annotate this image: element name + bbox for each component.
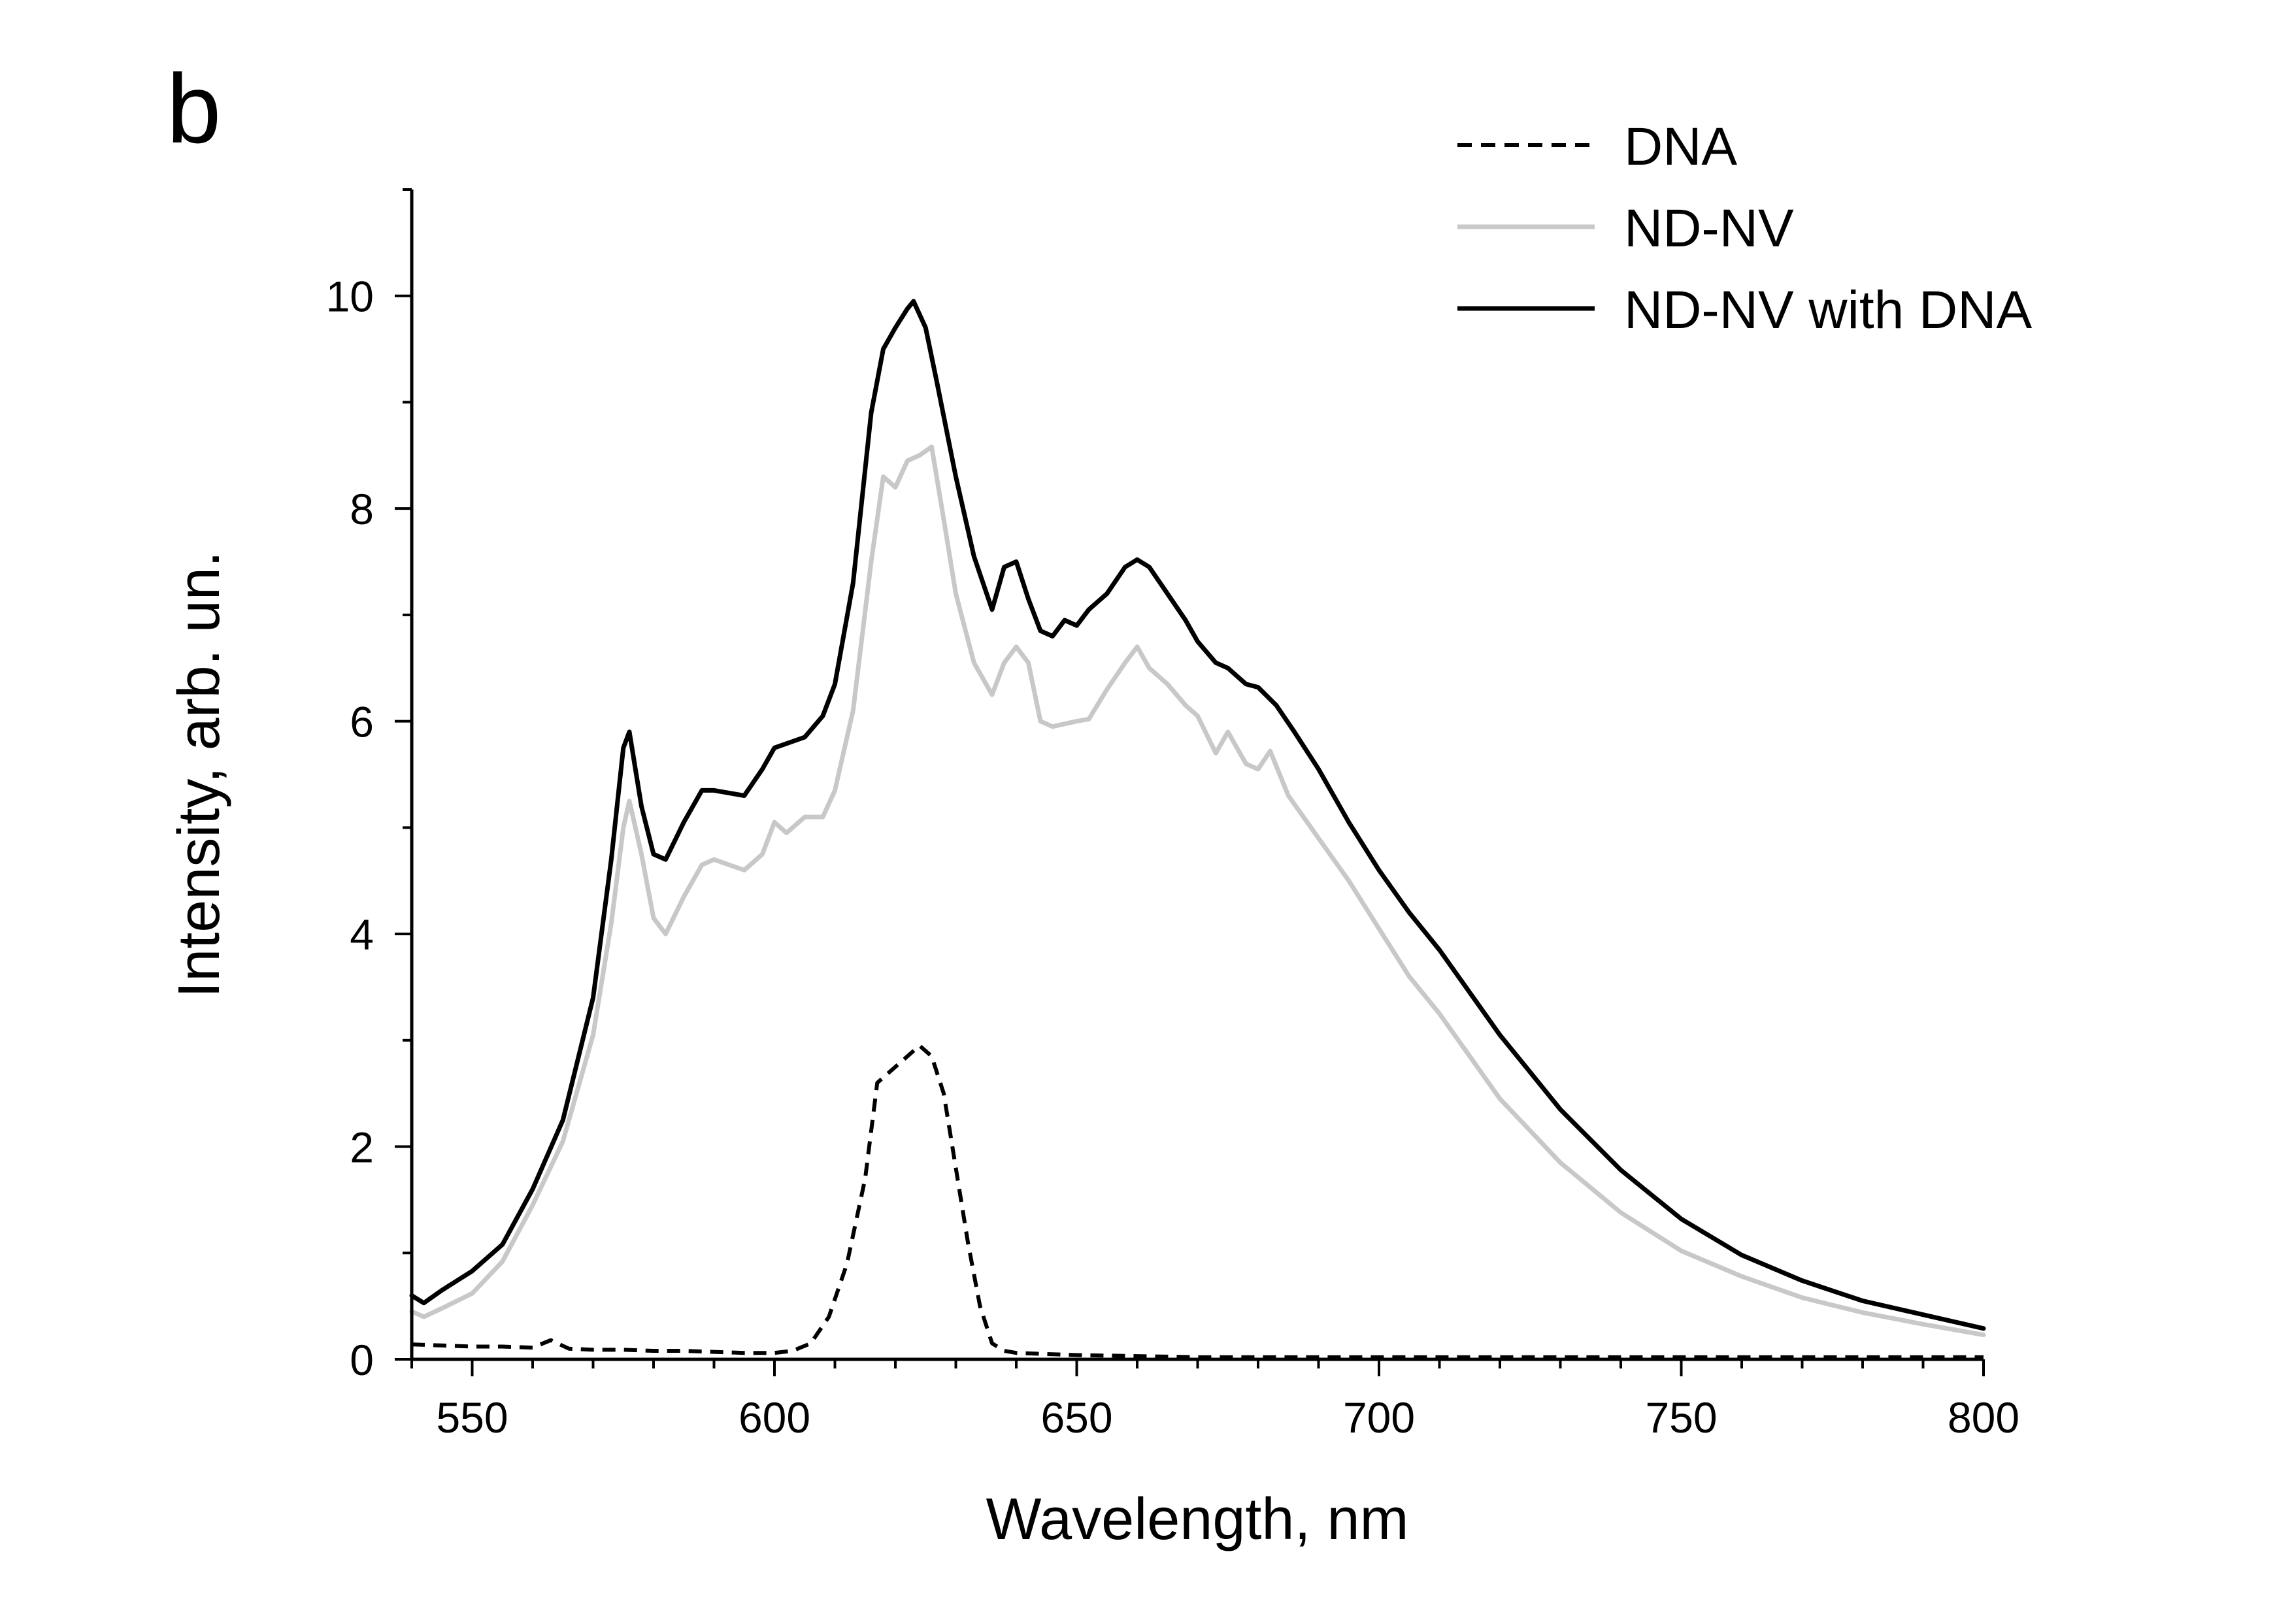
y-tick-label: 8 bbox=[350, 485, 374, 533]
x-tick-label: 650 bbox=[1040, 1393, 1112, 1442]
y-tick-label: 6 bbox=[350, 698, 374, 746]
x-tick-label: 750 bbox=[1645, 1393, 1717, 1442]
y-tick-label: 0 bbox=[350, 1336, 374, 1384]
legend: DNA ND-NV ND-NV with DNA bbox=[1457, 117, 2032, 340]
y-ticks: 0 2 4 6 8 10 bbox=[326, 188, 412, 1384]
y-axis-title: Intensity, arb. un. bbox=[167, 551, 232, 998]
legend-item-nd-nv-with-dna: ND-NV with DNA bbox=[1457, 280, 2032, 340]
y-tick-label: 4 bbox=[350, 910, 374, 959]
legend-item-nd-nv: ND-NV bbox=[1457, 199, 1794, 258]
x-tick-label: 700 bbox=[1343, 1393, 1415, 1442]
legend-label-dna: DNA bbox=[1624, 117, 1737, 176]
panel-label: b bbox=[167, 54, 221, 163]
plot-area bbox=[409, 299, 1986, 1359]
legend-item-dna: DNA bbox=[1457, 117, 1737, 176]
legend-label-nd-nv: ND-NV bbox=[1624, 199, 1794, 258]
axes bbox=[410, 190, 1984, 1361]
y-tick-label: 2 bbox=[350, 1123, 374, 1172]
x-tick-label: 550 bbox=[436, 1393, 508, 1442]
legend-label-nd-nv-with-dna: ND-NV with DNA bbox=[1624, 280, 2032, 340]
x-tick-label: 600 bbox=[739, 1393, 810, 1442]
x-ticks: 550 600 650 700 750 800 bbox=[410, 1359, 2019, 1442]
x-tick-label: 800 bbox=[1948, 1393, 2019, 1442]
series-line-dna bbox=[411, 1044, 1984, 1359]
x-axis-title: Wavelength, nm bbox=[986, 1487, 1409, 1552]
y-tick-label: 10 bbox=[326, 273, 374, 321]
series-line-nd-nv bbox=[409, 444, 1986, 1338]
series-line-nd-nv-with-dna bbox=[409, 299, 1986, 1331]
